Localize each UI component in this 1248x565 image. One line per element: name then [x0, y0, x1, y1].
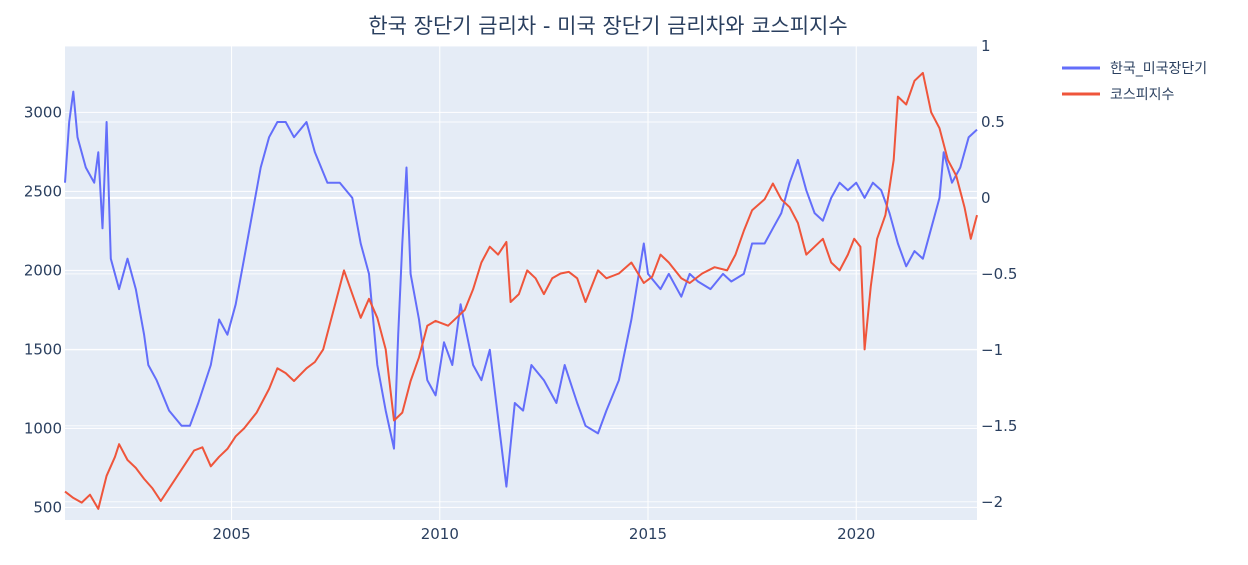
y-right-tick-label: 0.5	[981, 113, 1005, 131]
y-left-tick-label: 1500	[24, 340, 62, 358]
axes: 2005 2010 2015 2020 500 1000 1500 2000 2500 3000 1…	[24, 37, 1018, 543]
y-left-tick-label: 2500	[24, 182, 62, 200]
x-tick-label: 2005	[212, 525, 250, 543]
y-right-tick-label: −1	[981, 341, 1003, 359]
y-right-tick-label: −0.5	[981, 265, 1017, 283]
chart-title: 한국 장단기 금리차 - 미국 장단기 금리차와 코스피지수	[368, 14, 847, 38]
y-right-tick-label: 0	[981, 189, 991, 207]
x-tick-label: 2015	[629, 525, 667, 543]
x-tick-label: 2010	[421, 525, 459, 543]
y-left-tick-label: 3000	[24, 103, 62, 121]
legend-label-2[interactable]: 코스피지수	[1110, 87, 1175, 103]
series-line-2	[64, 71, 978, 510]
plot-area	[65, 46, 977, 520]
grid-lines	[65, 45, 977, 520]
legend-label-1[interactable]: 한국_미국장단기	[1110, 61, 1207, 77]
x-tick-label: 2020	[837, 525, 875, 543]
y-left-tick-label: 1000	[24, 419, 62, 437]
y-left-tick-label: 2000	[24, 261, 62, 279]
y-right-tick-label: −1.5	[981, 417, 1017, 435]
y-left-tick-label: 500	[33, 498, 62, 516]
y-right-tick-label: −2	[981, 493, 1003, 511]
y-right-tick-label: 1	[981, 37, 991, 55]
series-layer	[64, 71, 978, 510]
series-line-1	[64, 90, 978, 488]
